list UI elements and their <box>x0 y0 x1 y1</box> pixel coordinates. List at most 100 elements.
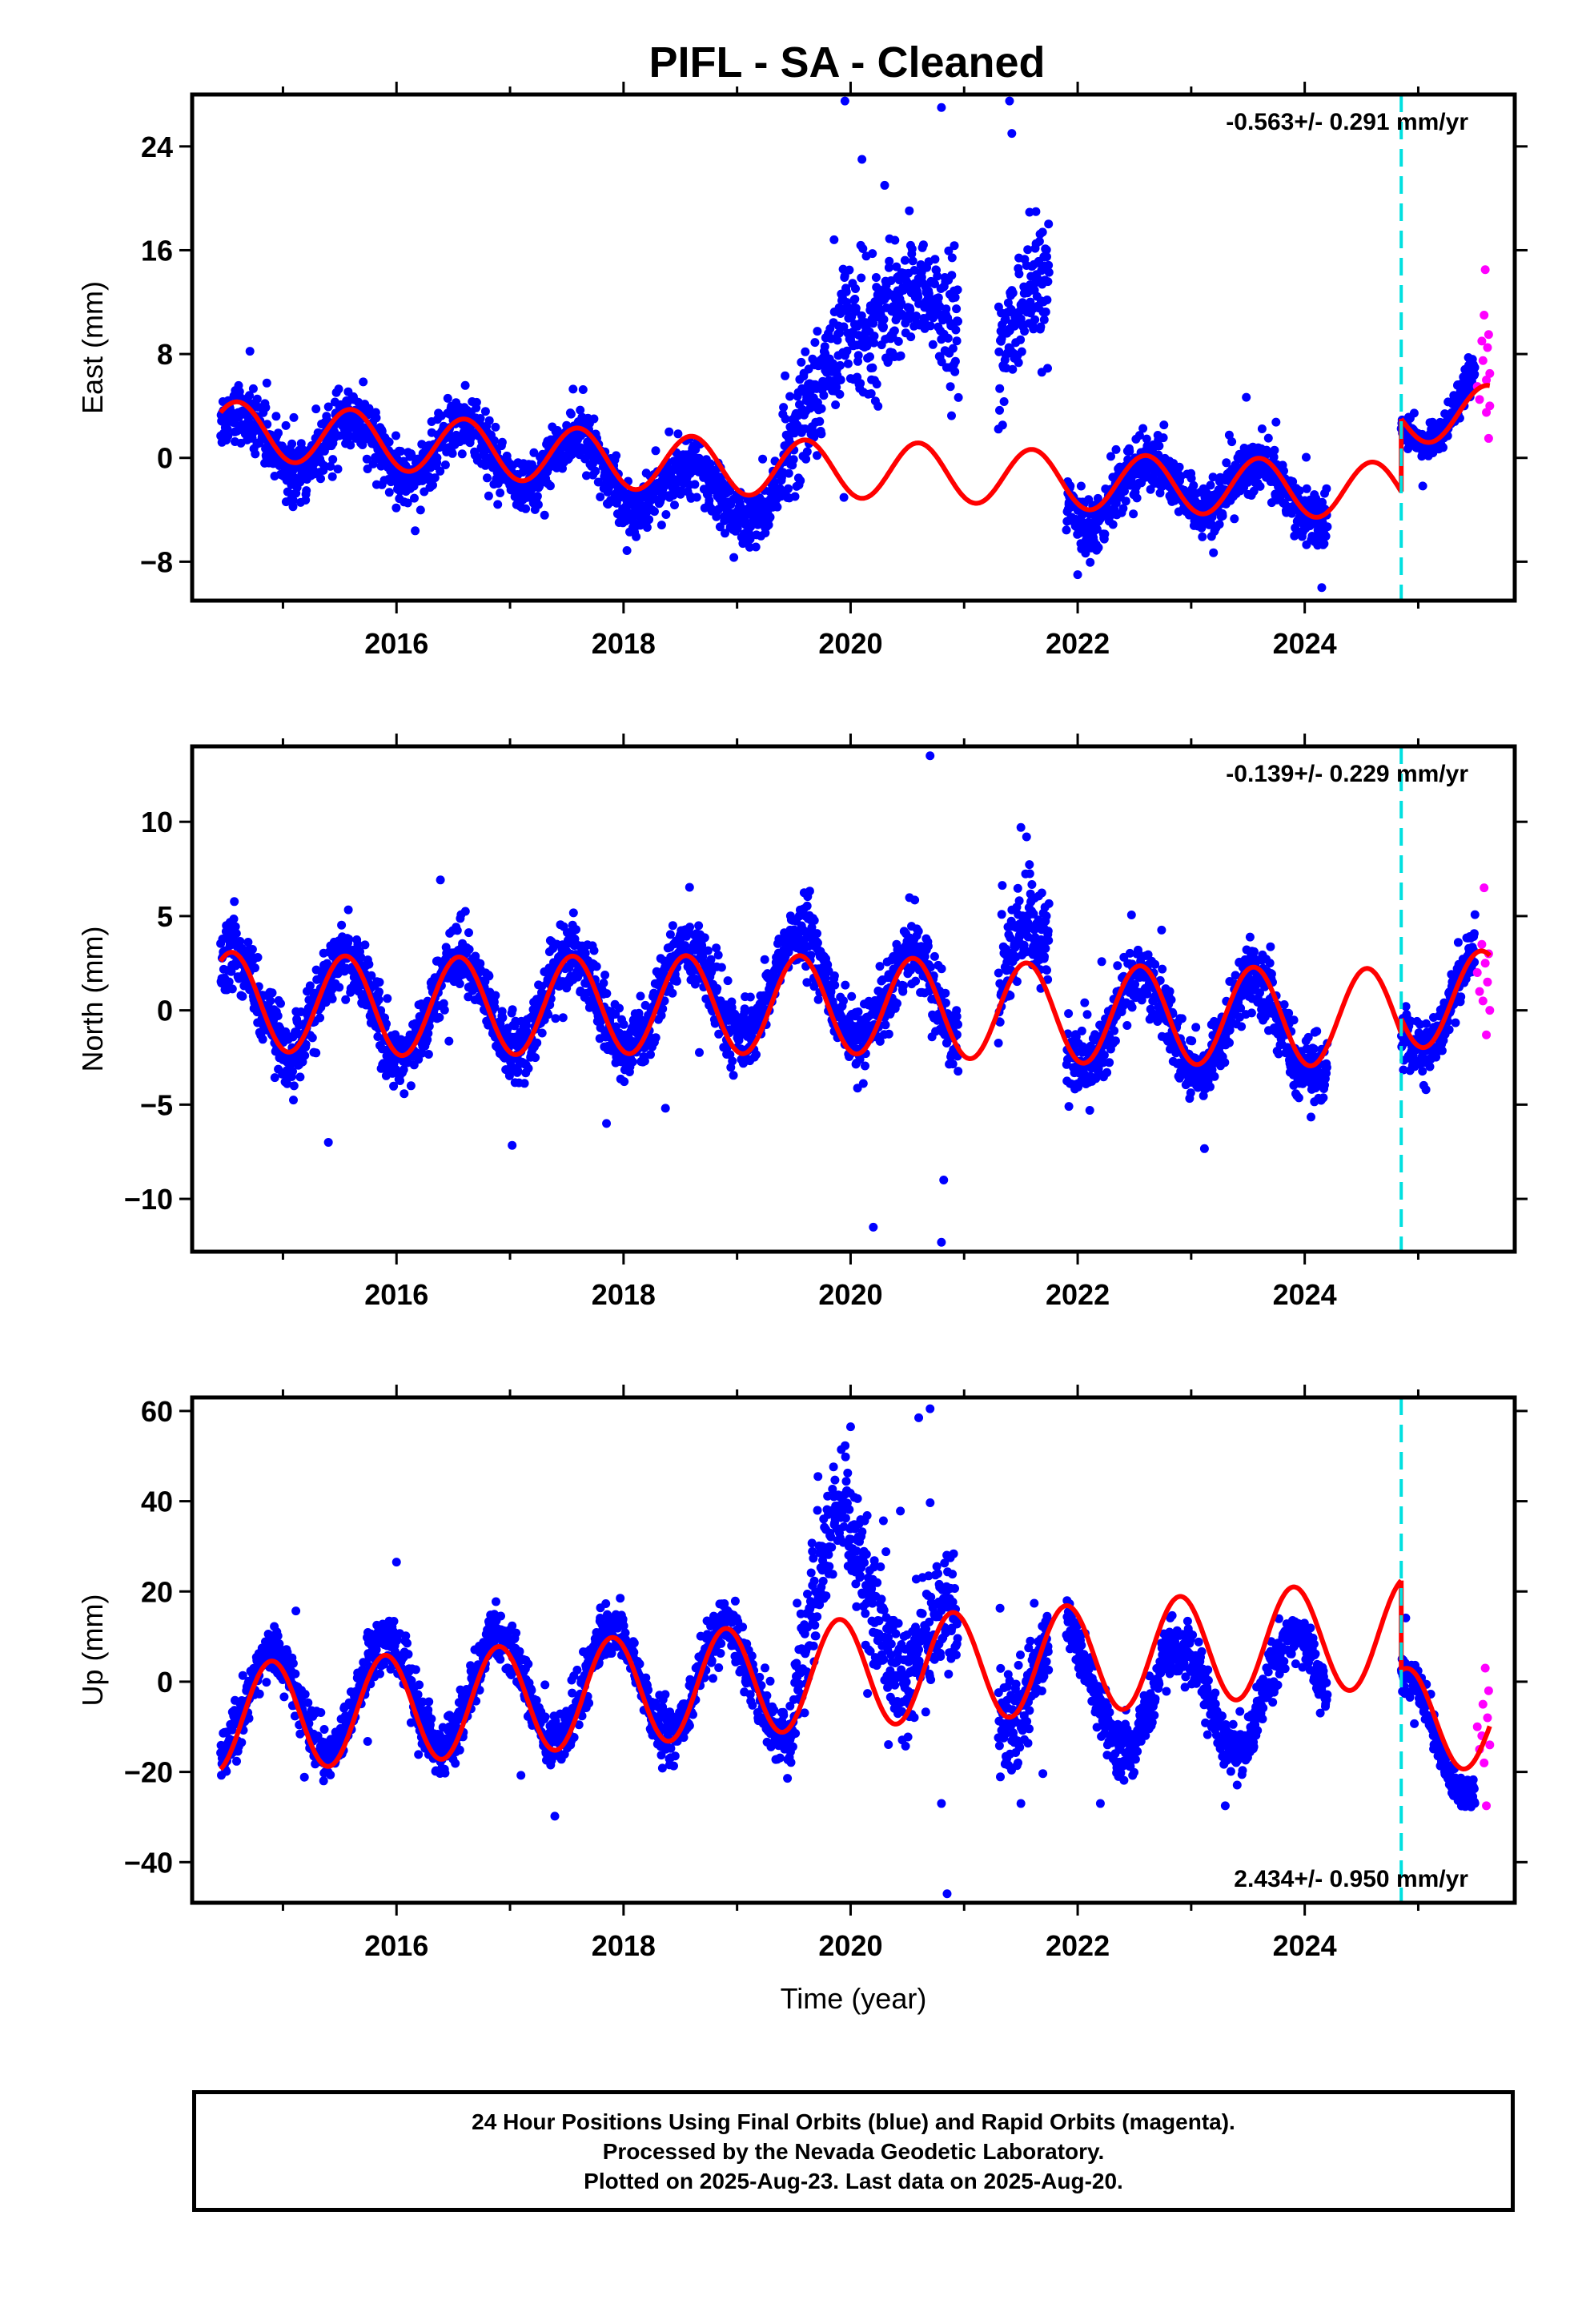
north-final-point <box>806 951 816 960</box>
east-final-point <box>764 521 773 529</box>
east-final-point <box>865 352 874 361</box>
east-final-point <box>1129 509 1138 519</box>
east-rapid-orbit-points <box>1472 265 1495 443</box>
east-final-point <box>842 346 852 356</box>
east-final-point <box>1142 434 1151 444</box>
east-final-point <box>853 351 863 360</box>
north-final-point <box>685 923 695 932</box>
east-final-point <box>905 206 914 215</box>
east-final-point <box>1470 363 1480 372</box>
north-final-point <box>374 995 383 1004</box>
north-final-point <box>251 963 259 973</box>
north-final-point <box>920 951 930 961</box>
north-final-point <box>619 1019 628 1029</box>
east-final-point <box>930 255 940 264</box>
east-final-point <box>835 328 845 338</box>
east-final-point <box>692 493 701 502</box>
east-final-point <box>436 466 445 476</box>
east-final-point <box>1227 437 1237 447</box>
east-final-point <box>851 284 860 293</box>
east-final-point <box>483 473 492 483</box>
east-final-point <box>796 476 805 485</box>
east-final-point <box>995 405 1004 415</box>
north-final-point <box>802 978 812 987</box>
north-final-point <box>247 945 257 954</box>
north-final-point <box>752 1050 761 1059</box>
east-final-point <box>947 253 957 263</box>
east-final-point <box>933 271 942 281</box>
east-final-point <box>252 394 262 404</box>
east-final-point <box>850 295 860 304</box>
east-final-point <box>532 492 542 501</box>
east-final-point <box>661 510 671 519</box>
east-final-point <box>319 460 329 470</box>
east-y-tick-label: 24 <box>141 131 173 163</box>
east-final-point <box>596 493 605 501</box>
north-final-point <box>435 1013 444 1022</box>
east-final-point <box>879 322 888 332</box>
east-final-point <box>872 380 881 389</box>
east-final-point <box>868 363 877 372</box>
north-final-point <box>937 964 946 974</box>
east-final-point <box>831 400 841 409</box>
east-final-point <box>642 523 652 533</box>
x-axis-label: Time (year) <box>781 1982 927 2015</box>
east-final-point <box>1249 486 1259 496</box>
east-final-outlier-point <box>937 103 946 112</box>
north-final-point <box>600 971 610 979</box>
east-final-point <box>833 336 842 345</box>
north-final-point <box>231 929 241 939</box>
east-final-point <box>953 285 962 295</box>
east-final-point <box>784 468 793 478</box>
north-final-point <box>656 1011 666 1020</box>
east-final-point <box>890 235 900 245</box>
north-final-point <box>300 1051 310 1060</box>
north-plot-area <box>216 751 1495 1247</box>
east-final-point <box>1086 557 1095 567</box>
east-final-point <box>410 493 419 503</box>
north-final-point <box>784 947 793 957</box>
east-final-point <box>934 293 943 303</box>
east-final-point <box>656 521 666 530</box>
east-x-tick-label: 2016 <box>364 627 428 660</box>
east-final-point <box>889 326 899 336</box>
east-final-point <box>1008 364 1018 374</box>
east-final-outlier-point <box>840 96 849 106</box>
east-final-point <box>954 392 963 402</box>
east-final-point <box>591 466 600 476</box>
east-final-point <box>952 304 962 314</box>
east-final-point <box>432 453 442 463</box>
east-final-point <box>839 322 849 332</box>
east-final-point <box>948 344 958 353</box>
east-rapid-point <box>1483 343 1492 352</box>
east-final-point <box>328 455 338 464</box>
east-final-point <box>817 404 826 413</box>
east-final-point <box>411 526 420 536</box>
east-final-point <box>805 640 814 649</box>
east-final-point <box>1014 269 1024 279</box>
north-final-point <box>439 999 448 1008</box>
east-final-point <box>540 510 549 520</box>
east-final-point <box>729 553 739 562</box>
north-final-point <box>839 996 848 1006</box>
east-frame <box>190 92 1517 603</box>
east-final-point <box>900 255 909 265</box>
east-final-point <box>765 513 775 522</box>
north-final-point <box>824 967 833 976</box>
north-final-point <box>436 875 445 885</box>
east-final-point <box>721 529 729 538</box>
north-final-point <box>464 945 474 954</box>
east-final-point <box>253 402 263 412</box>
east-final-point <box>950 367 960 376</box>
east-final-point <box>1076 481 1086 491</box>
east-final-point <box>790 492 800 501</box>
north-final-point <box>382 1019 391 1028</box>
east-final-point <box>1138 424 1148 433</box>
east-final-point <box>1323 522 1332 532</box>
east-final-point <box>271 412 281 421</box>
east-final-point <box>327 472 337 481</box>
north-final-point <box>464 992 473 1002</box>
east-final-point <box>843 359 853 368</box>
east-rapid-point <box>1475 395 1484 404</box>
east-final-point <box>288 502 298 512</box>
